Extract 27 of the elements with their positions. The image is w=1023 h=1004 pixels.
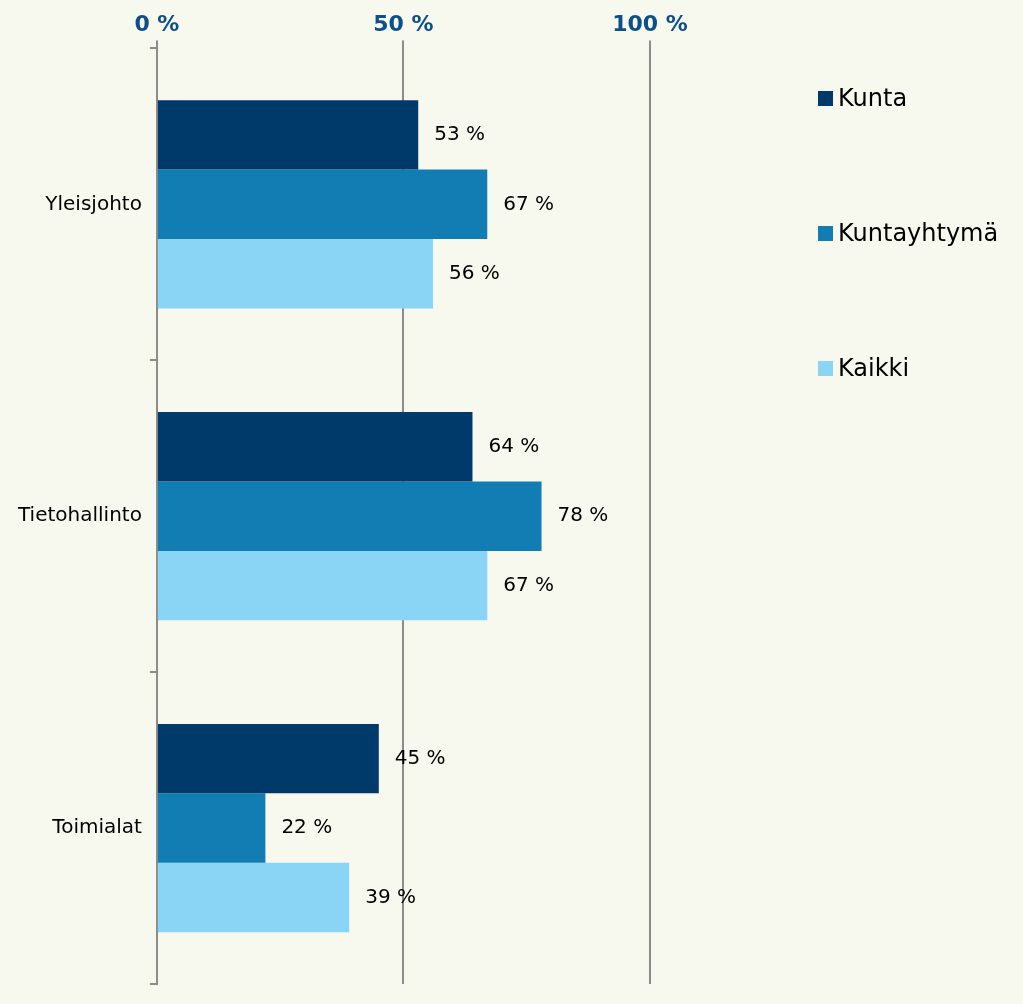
- bar: [157, 550, 488, 621]
- y-tick-label: Tietohallinto: [16, 502, 142, 527]
- x-tick-label: 50 %: [373, 10, 434, 36]
- y-tick-label: Toimialat: [51, 814, 143, 839]
- legend-label: Kaikki: [838, 354, 910, 382]
- data-label: 45 %: [394, 744, 446, 769]
- data-label: 39 %: [365, 883, 417, 908]
- x-tick-label: 100 %: [612, 10, 688, 36]
- bar: [157, 169, 488, 240]
- data-label: 22 %: [281, 814, 333, 839]
- data-label: 64 %: [488, 432, 540, 457]
- bar: [157, 239, 434, 309]
- legend-label: Kunta: [838, 84, 908, 112]
- bar: [157, 100, 419, 170]
- y-tick-label: Yleisjohto: [44, 190, 142, 215]
- data-label: 67 %: [503, 571, 555, 596]
- data-label: 78 %: [557, 502, 609, 527]
- legend-label: Kuntayhtymä: [838, 219, 999, 247]
- data-label: 67 %: [503, 190, 555, 215]
- bar: [157, 481, 542, 551]
- data-label: 56 %: [449, 259, 500, 284]
- bar: [157, 793, 266, 863]
- x-tick-label: 0 %: [134, 10, 180, 36]
- bar: [157, 723, 379, 794]
- bar: [157, 862, 350, 933]
- bar: [157, 412, 473, 482]
- data-label: 53 %: [434, 121, 486, 146]
